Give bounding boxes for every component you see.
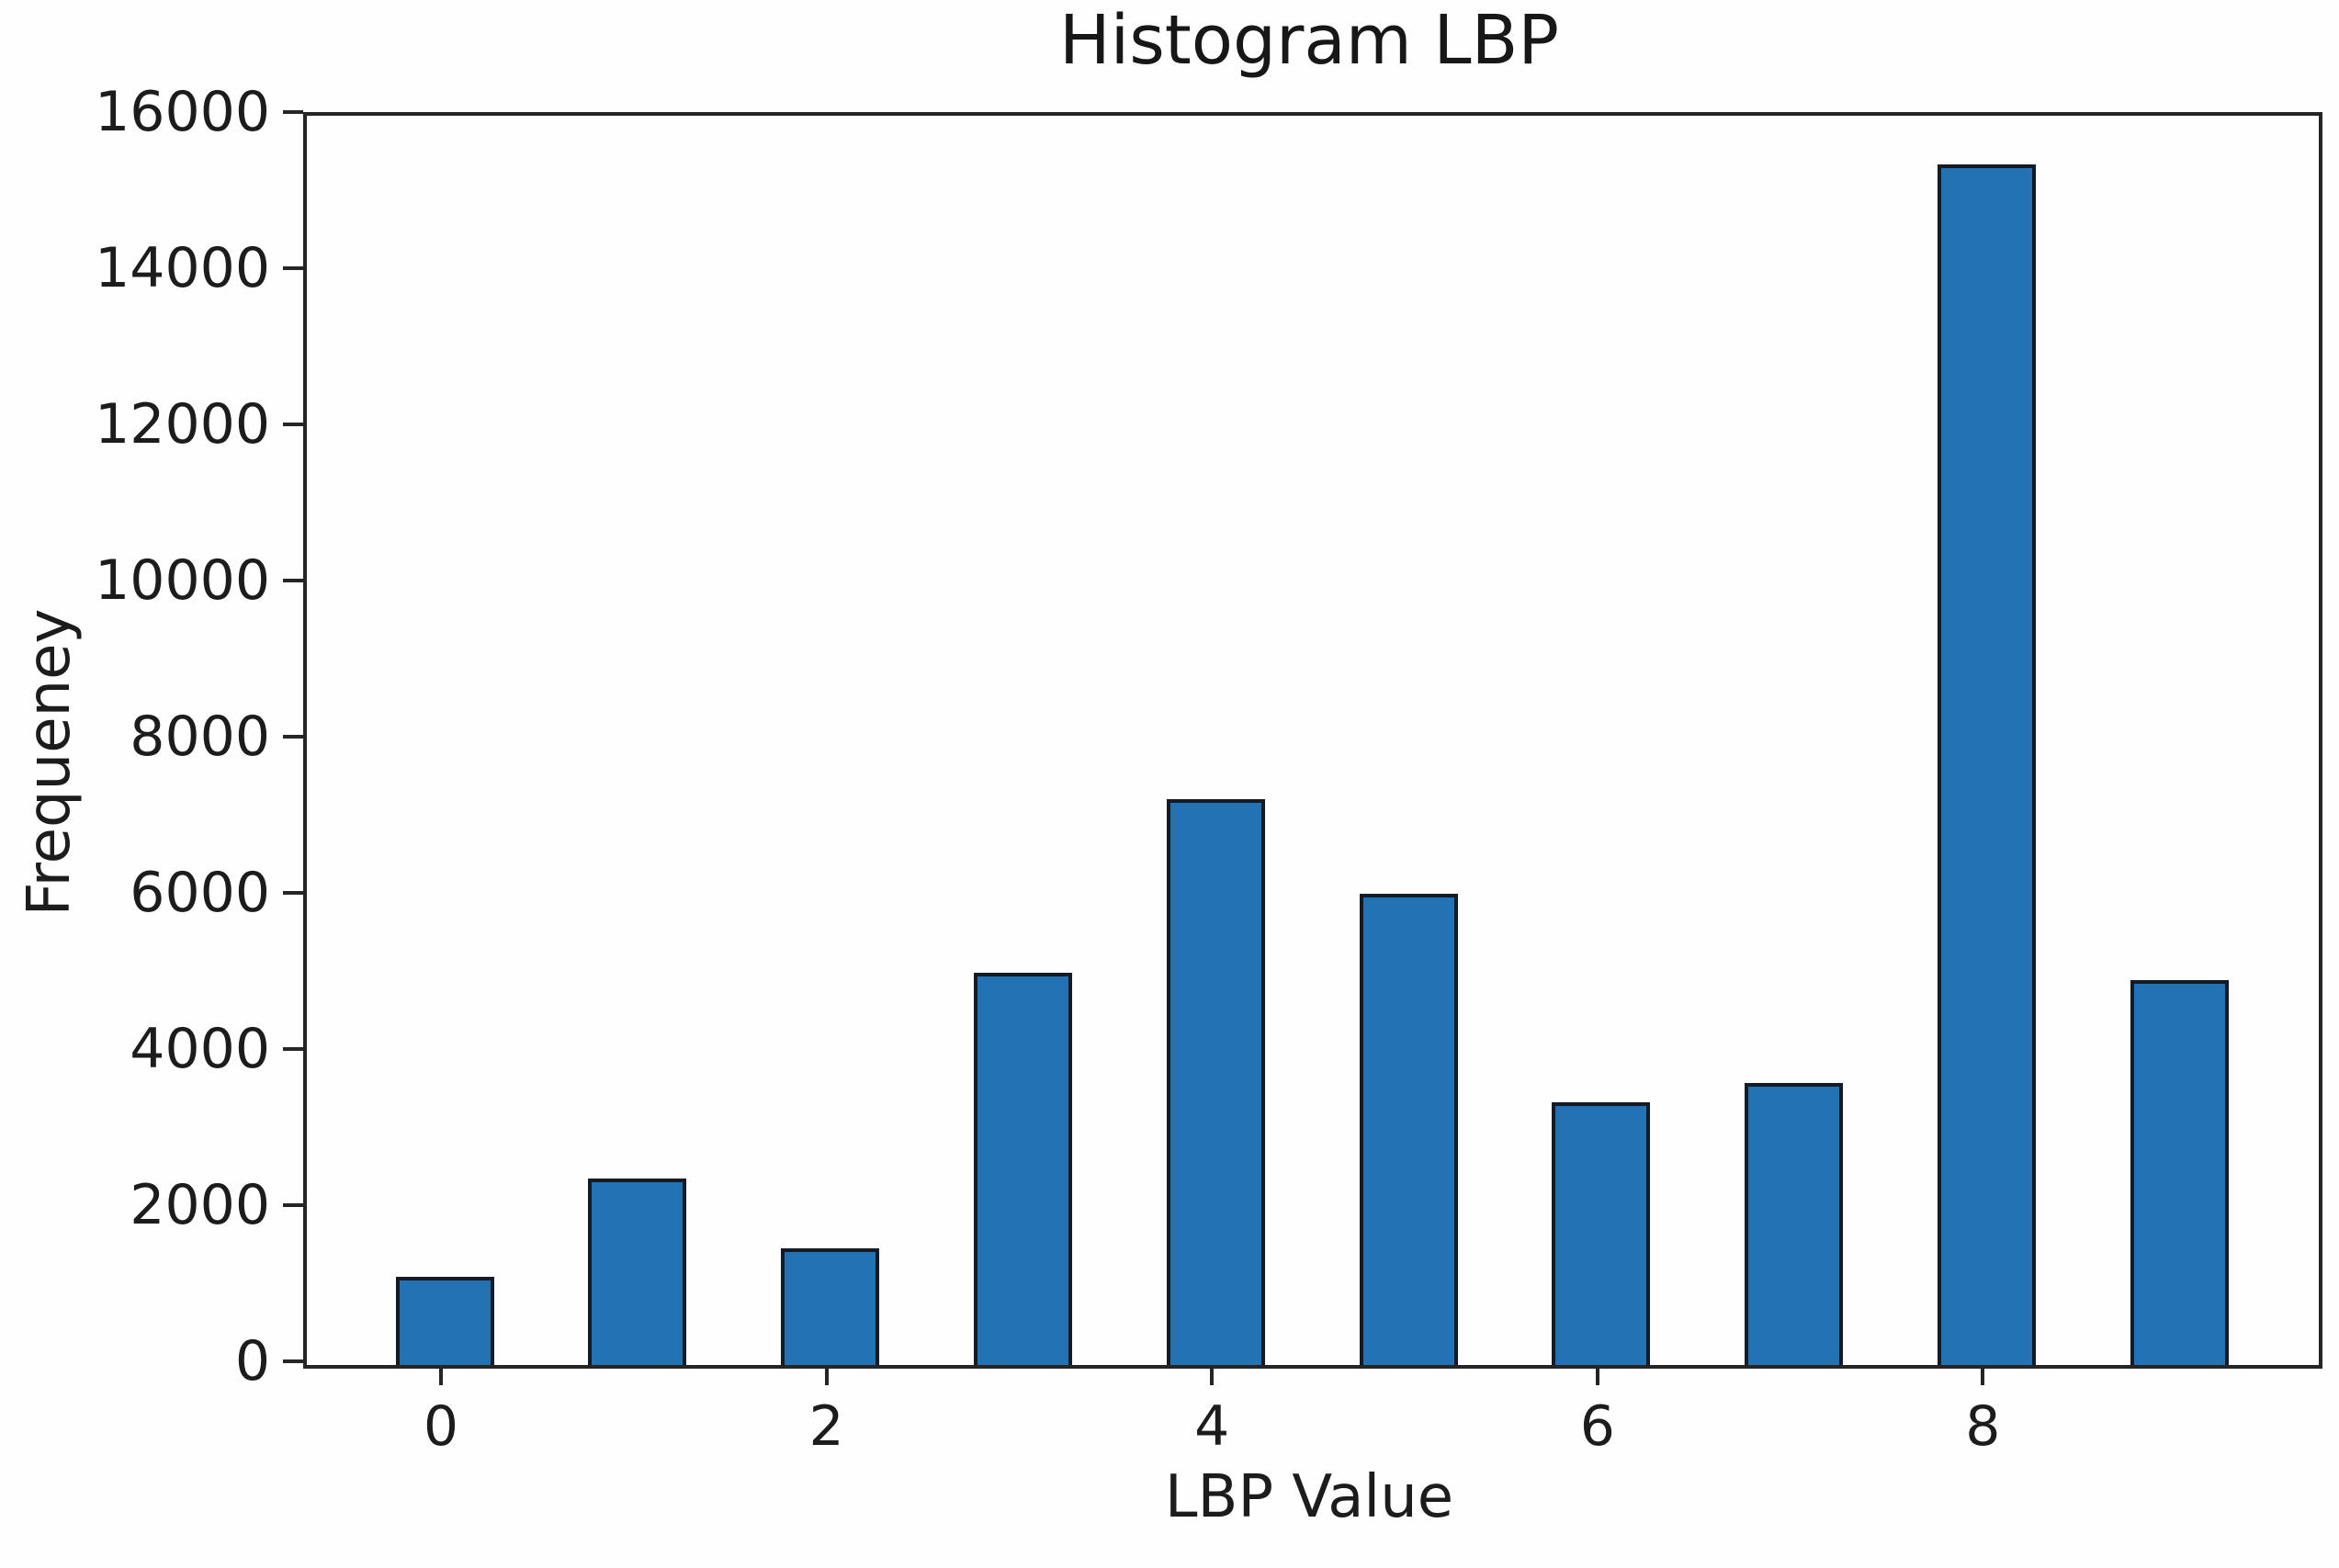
y-tick-mark	[283, 110, 303, 114]
y-tick-mark	[283, 579, 303, 582]
chart-title: Histogram LBP	[1058, 1, 1559, 80]
x-axis-label: LBP Value	[1164, 1463, 1454, 1531]
bar-2	[781, 1248, 880, 1365]
y-tick-label: 4000	[130, 1017, 270, 1081]
bar-4	[1166, 799, 1265, 1365]
bar-7	[1745, 1083, 1844, 1365]
bar-6	[1552, 1102, 1651, 1365]
bar-3	[973, 973, 1072, 1365]
y-tick-label: 0	[234, 1329, 270, 1393]
y-tick-mark	[283, 1203, 303, 1207]
bar-5	[1359, 894, 1458, 1365]
y-tick-mark	[283, 1047, 303, 1051]
bar-9	[2130, 980, 2229, 1365]
bar-1	[588, 1179, 687, 1365]
bar-0	[395, 1277, 494, 1365]
y-tick-label: 12000	[95, 392, 270, 457]
x-tick-mark	[824, 1365, 829, 1385]
x-tick-mark	[1595, 1365, 1599, 1385]
y-tick-label: 10000	[95, 548, 270, 613]
x-tick-mark	[1210, 1365, 1215, 1385]
x-tick-mark	[439, 1365, 443, 1385]
y-tick-mark	[283, 1359, 303, 1363]
y-tick-label: 16000	[95, 80, 270, 144]
x-tick-label: 4	[1194, 1394, 1230, 1459]
y-tick-label: 14000	[95, 236, 270, 300]
y-tick-mark	[283, 891, 303, 895]
y-tick-mark	[283, 735, 303, 739]
bar-8	[1937, 164, 2036, 1365]
x-tick-label: 6	[1579, 1394, 1615, 1459]
x-tick-label: 0	[423, 1394, 459, 1459]
x-tick-mark	[1981, 1365, 1985, 1385]
x-tick-label: 8	[1965, 1394, 2001, 1459]
y-tick-mark	[283, 266, 303, 270]
x-tick-label: 2	[808, 1394, 844, 1459]
y-tick-label: 8000	[130, 705, 270, 769]
y-tick-label: 6000	[130, 861, 270, 925]
plot-area	[303, 112, 2322, 1369]
y-tick-mark	[283, 423, 303, 426]
y-tick-label: 2000	[130, 1173, 270, 1237]
